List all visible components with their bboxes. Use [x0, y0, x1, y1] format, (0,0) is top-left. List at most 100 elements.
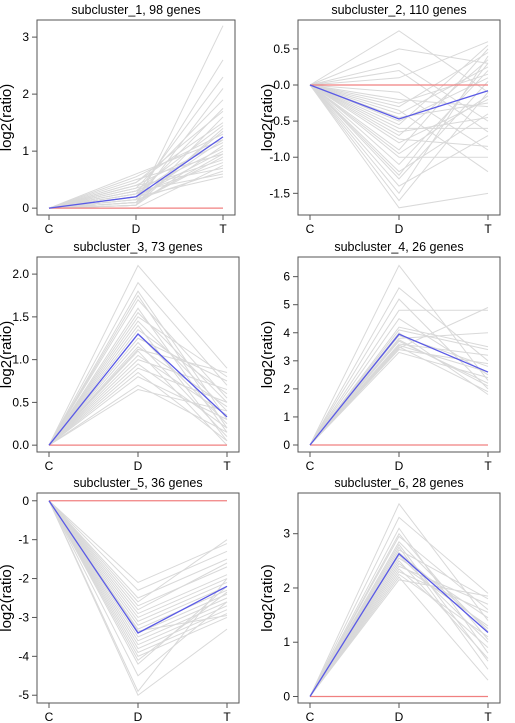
gene-profile-line: [309, 351, 489, 446]
cluster-mean-line: [309, 552, 489, 697]
y-tick-label: 1: [283, 410, 290, 424]
gene-profile-line: [309, 560, 489, 697]
y-axis-label: log2(ratio): [259, 321, 276, 389]
gene-profile-line: [48, 500, 228, 638]
gene-profile-line: [309, 41, 489, 86]
y-tick-label: 1.5: [12, 310, 29, 324]
gene-profile-line: [48, 500, 228, 611]
gene-profile-line: [48, 290, 228, 446]
gene-profile-line: [309, 541, 489, 697]
y-axis-label: log2(ratio): [0, 84, 15, 152]
gene-profile-line: [309, 568, 489, 697]
y-tick-label: 2: [283, 581, 290, 595]
x-tick-label: T: [219, 222, 227, 236]
gene-profile-line: [309, 52, 489, 108]
gene-profile-line: [309, 84, 489, 173]
gene-profile-line: [309, 527, 489, 697]
gene-profile-line: [309, 84, 489, 155]
panel-subcluster-1: subcluster_1, 98 genes log2(ratio) 0 1 2 3 C D T: [0, 3, 236, 236]
cluster-mean-line: [48, 500, 228, 634]
gene-profile-line: [309, 66, 489, 115]
gene-profile-line: [48, 348, 228, 446]
gene-profile-line: [48, 59, 224, 209]
gene-profile-line: [48, 159, 224, 209]
gene-profile-line: [309, 329, 489, 446]
gene-profile-line: [309, 264, 489, 446]
gene-profile-line: [309, 309, 488, 446]
x-tick-label: T: [484, 222, 492, 236]
x-tick-label: C: [45, 710, 54, 723]
x-tick-label: C: [306, 459, 315, 473]
y-tick-label: 0: [22, 494, 29, 508]
y-tick-label: 0.5: [12, 395, 29, 409]
gene-profile-line: [309, 307, 489, 446]
gene-profile-line: [309, 502, 489, 697]
gene-profile-line: [48, 500, 228, 599]
y-tick-label: 5: [283, 298, 290, 312]
gene-profile-line: [48, 298, 228, 446]
gene-profile-line: [48, 371, 228, 446]
gene-profile-line: [48, 359, 228, 446]
gene-profile-line: [48, 167, 224, 209]
gene-profile-line: [48, 316, 228, 446]
gene-profile-line: [309, 77, 489, 122]
gene-profile-line: [48, 376, 228, 446]
gene-profile-line: [48, 500, 228, 677]
gene-profile-line: [309, 318, 489, 446]
y-tick-label: 0.5: [273, 42, 290, 56]
gene-profile-line: [48, 341, 228, 446]
panel-subcluster-2: subcluster_2, 110 genes log2(ratio) 0.5 0.0…: [259, 3, 501, 236]
gene-profile-line: [48, 153, 224, 209]
y-tick-label: 4: [283, 326, 290, 340]
gene-profile-line: [48, 170, 224, 209]
y-axis-label: log2(ratio): [0, 564, 15, 632]
gene-profile-line: [48, 500, 228, 622]
gene-profile-line: [48, 346, 228, 446]
gene-profile-line: [48, 153, 224, 209]
gene-profile-line: [48, 500, 228, 657]
y-tick-label: 3: [283, 354, 290, 368]
y-axis-label: log2(ratio): [0, 321, 15, 389]
gene-profile-line: [48, 500, 228, 615]
gene-profile-line: [48, 264, 228, 446]
y-tick-label: 0: [22, 201, 29, 215]
x-tick-label: T: [484, 710, 492, 723]
gene-profile-line: [48, 25, 224, 209]
cluster-mean-line: [309, 84, 489, 120]
panel-title: subcluster_6, 28 genes: [334, 476, 463, 490]
gene-profile-line: [48, 384, 228, 446]
panel-title: subcluster_2, 110 genes: [331, 3, 466, 17]
gene-profile-line: [48, 500, 228, 693]
gene-profile-line: [48, 324, 228, 446]
gene-profile-line: [309, 84, 488, 158]
gene-profile-line: [309, 571, 489, 697]
gene-profile-line: [48, 500, 228, 661]
x-tick-label: C: [45, 459, 54, 473]
panel-title: subcluster_4, 26 genes: [334, 240, 463, 254]
gene-profile-line: [309, 576, 489, 697]
gene-profile-line: [309, 84, 489, 202]
panel-title: subcluster_5, 36 genes: [73, 476, 202, 490]
panel-subcluster-3: subcluster_3, 73 genes log2(ratio) 0.0 0.5 1…: [0, 240, 240, 473]
gene-profile-line: [309, 532, 489, 697]
gene-profile-line: [48, 110, 224, 209]
y-tick-label: 0: [283, 689, 290, 703]
panel-subcluster-5: subcluster_5, 36 genes log2(ratio) 0 -1 -2 -3…: [0, 476, 240, 723]
y-tick-label: -4: [18, 649, 29, 663]
gene-profile-line: [309, 326, 489, 446]
gene-profile-line: [48, 500, 228, 665]
y-tick-label: -5: [18, 688, 29, 702]
panel-subcluster-6: subcluster_6, 28 genes log2(ratio) 0 1 2 3 C D T: [259, 476, 501, 723]
gene-profile-line: [48, 139, 224, 209]
gene-profile-line: [309, 70, 489, 133]
gene-profile-line: [48, 337, 228, 446]
cluster-mean-line: [309, 333, 489, 446]
x-tick-label: T: [223, 459, 231, 473]
gene-profile-line: [48, 116, 224, 209]
gene-profile-line: [48, 367, 228, 446]
gene-profile-line: [309, 84, 489, 209]
gene-profile-line: [48, 500, 228, 632]
x-tick-label: C: [306, 222, 315, 236]
x-tick-label: D: [132, 222, 141, 236]
